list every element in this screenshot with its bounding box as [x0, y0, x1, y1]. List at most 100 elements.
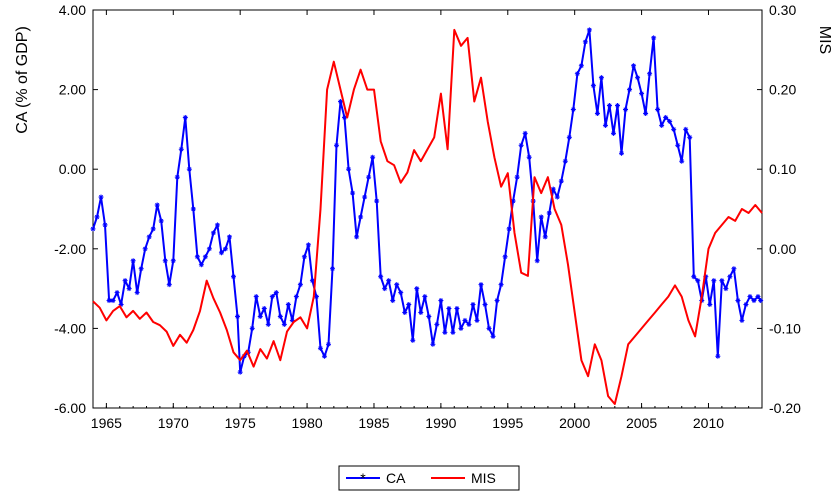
data-point-ca: [434, 321, 440, 327]
data-point-ca: [138, 266, 144, 272]
data-point-ca: [538, 214, 544, 220]
data-point-ca: [150, 226, 156, 232]
data-point-ca: [707, 302, 713, 308]
y-right-axis-title: MIS: [816, 26, 833, 54]
y-right-tick-label: -0.20: [769, 400, 801, 416]
data-point-ca: [594, 110, 600, 116]
data-point-ca: [257, 313, 263, 319]
y-left-axis-title: CA (% of GDP): [14, 26, 31, 134]
data-point-ca: [146, 234, 152, 240]
data-point-ca: [735, 298, 741, 304]
data-point-ca: [695, 278, 701, 284]
data-point-ca: [190, 206, 196, 212]
data-point-ca: [362, 194, 368, 200]
data-point-ca: [438, 298, 444, 304]
data-point-ca: [562, 158, 568, 164]
data-point-ca: [390, 298, 396, 304]
data-point-ca: [206, 246, 212, 252]
data-point-ca: [506, 226, 512, 232]
data-point-ca: [751, 298, 757, 304]
data-point-ca: [178, 146, 184, 152]
data-point-ca: [394, 282, 400, 288]
data-point-ca: [711, 278, 717, 284]
data-point-ca: [265, 321, 271, 327]
series-layer: [90, 27, 764, 405]
data-point-ca: [739, 317, 745, 323]
data-point-ca: [643, 110, 649, 116]
data-point-ca: [514, 174, 520, 180]
data-point-ca: [126, 286, 132, 292]
y-left-tick-label: 4.00: [59, 2, 86, 18]
data-point-ca: [663, 114, 669, 120]
data-point-ca: [386, 278, 392, 284]
data-point-ca: [277, 313, 283, 319]
data-point-ca: [522, 130, 528, 136]
data-point-ca: [330, 266, 336, 272]
x-tick-label: 1990: [425, 415, 456, 431]
data-point-ca: [321, 353, 327, 359]
data-point-ca: [542, 234, 548, 240]
data-point-ca: [317, 345, 323, 351]
series-line-ca: [92, 28, 762, 374]
data-point-ca: [446, 306, 452, 311]
data-point-ca: [627, 87, 633, 93]
legend-ca-label: CA: [386, 470, 406, 486]
y-left-tick-label: -2.00: [54, 241, 86, 257]
data-point-ca: [574, 71, 580, 77]
data-point-ca: [350, 190, 356, 196]
data-point-ca: [546, 210, 552, 216]
x-tick-label: 1995: [492, 415, 523, 431]
data-point-ca: [554, 194, 560, 200]
data-point-ca: [226, 234, 232, 240]
data-point-ca: [426, 313, 432, 319]
data-point-ca: [410, 337, 416, 343]
data-point-ca: [142, 246, 148, 252]
data-point-ca: [578, 63, 584, 69]
data-point-ca: [134, 290, 140, 296]
data-point-ca: [98, 194, 104, 200]
data-point-ca: [490, 333, 496, 339]
data-point-ca: [293, 294, 299, 300]
data-point-ca: [450, 329, 456, 335]
data-point-ca: [334, 142, 340, 148]
data-point-ca: [715, 353, 721, 359]
legend-ca-swatch-marker: *: [360, 470, 366, 486]
data-point-ca: [114, 290, 120, 296]
data-point-ca: [474, 317, 480, 323]
data-point-ca: [651, 35, 657, 41]
data-point-ca: [598, 75, 604, 81]
data-point-ca: [454, 306, 460, 311]
data-point-ca: [639, 91, 645, 97]
data-point-ca: [458, 325, 464, 331]
data-point-ca: [687, 134, 693, 140]
data-point-ca: [526, 154, 532, 160]
data-point-ca: [486, 325, 492, 331]
data-point-ca: [154, 202, 160, 208]
data-point-ca: [558, 178, 564, 184]
x-tick-label: 1970: [158, 415, 189, 431]
data-point-ca: [218, 250, 224, 256]
data-point-ca: [174, 174, 180, 180]
x-tick-label: 1980: [292, 415, 323, 431]
y-right-tick-label: 0.10: [769, 161, 796, 177]
x-tick-label: 2010: [693, 415, 724, 431]
data-point-ca: [402, 309, 408, 315]
y-right-tick-label: -0.10: [769, 320, 801, 336]
y-right-tick-label: 0.00: [769, 241, 796, 257]
data-point-ca: [502, 254, 508, 260]
data-point-ca: [462, 317, 468, 323]
data-point-ca: [366, 174, 372, 180]
data-point-ca: [170, 258, 176, 264]
data-point-ca: [727, 274, 733, 280]
data-point-ca: [619, 150, 625, 156]
data-point-ca: [723, 286, 729, 292]
data-point-ca: [606, 103, 612, 109]
data-point-ca: [683, 126, 689, 132]
data-point-ca: [631, 63, 637, 69]
data-point-ca: [570, 107, 576, 112]
x-tick-label: 2005: [626, 415, 657, 431]
data-point-ca: [494, 298, 500, 304]
data-point-ca: [647, 71, 653, 77]
data-point-ca: [755, 294, 761, 300]
